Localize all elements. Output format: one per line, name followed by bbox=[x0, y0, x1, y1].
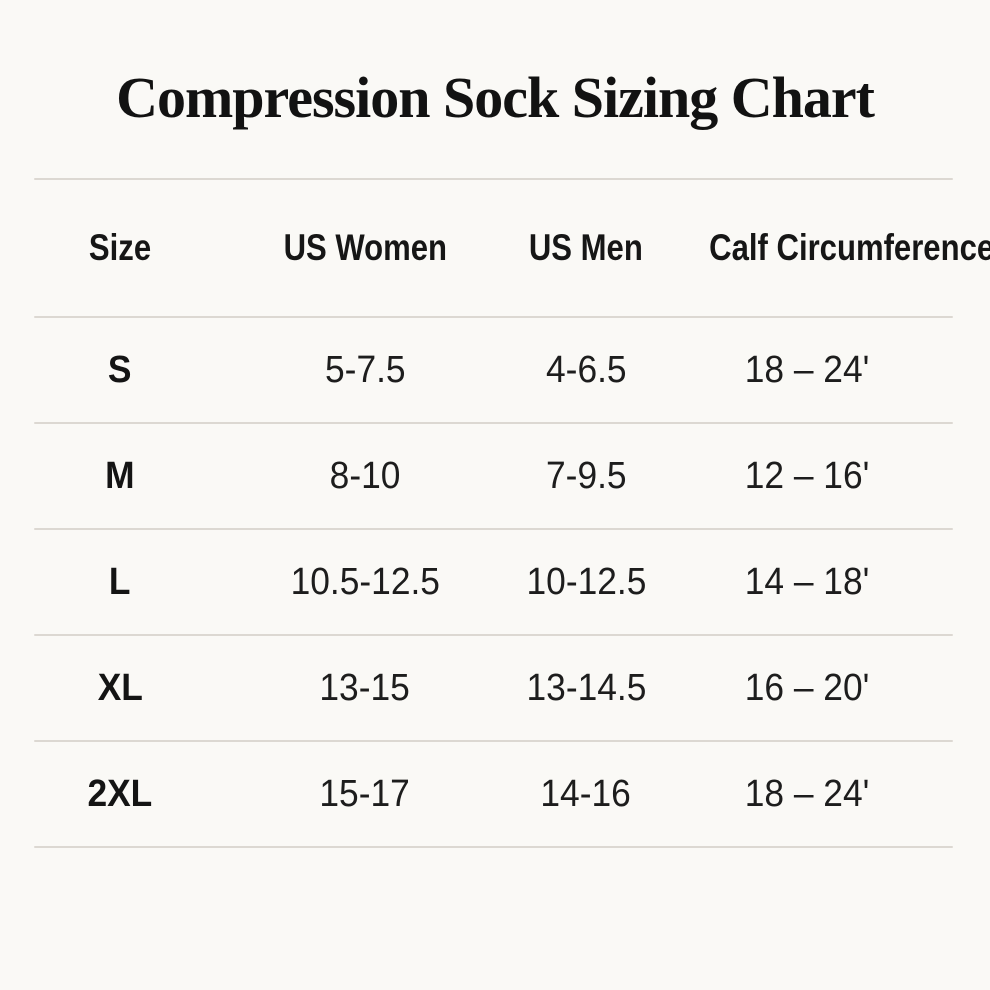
header-row: Size US Women US Men Calf Circumference bbox=[0, 180, 990, 316]
table-row-s: S 5-7.5 4-6.5 18 – 24' bbox=[0, 318, 932, 422]
table-row-2xl: 2XL 15-17 14-16 18 – 24' bbox=[0, 742, 932, 846]
calf-value: 18 – 24' bbox=[744, 772, 870, 815]
col-header-us-men: US Men bbox=[490, 227, 682, 269]
cell-us-women: 13-15 bbox=[240, 667, 490, 710]
table-row-m: M 8-10 7-9.5 12 – 16' bbox=[0, 424, 932, 528]
cell-us-men: 4-6.5 bbox=[490, 349, 682, 392]
cell-calf-circumference: 18 – 24' bbox=[682, 349, 932, 392]
cell-size: M bbox=[0, 455, 240, 498]
calf-value: 16 – 20' bbox=[744, 666, 870, 709]
col-header-size-label: Size bbox=[88, 227, 152, 268]
page-title: Compression Sock Sizing Chart bbox=[116, 64, 875, 130]
cell-us-men: 14-16 bbox=[490, 773, 682, 816]
cell-us-men: 7-9.5 bbox=[490, 455, 682, 498]
table-row-xl: XL 13-15 13-14.5 16 – 20' bbox=[0, 636, 932, 740]
us-men-value: 14-16 bbox=[540, 772, 632, 815]
col-header-us-women-label: US Women bbox=[283, 227, 447, 268]
calf-value: 18 – 24' bbox=[744, 348, 870, 391]
title-band: Compression Sock Sizing Chart bbox=[0, 0, 990, 178]
cell-us-women: 8-10 bbox=[240, 455, 490, 498]
size-value: 2XL bbox=[87, 772, 153, 815]
calf-value: 14 – 18' bbox=[744, 560, 870, 603]
cell-size: 2XL bbox=[0, 773, 240, 816]
col-header-calf-circumference-label: Calf Circumference bbox=[709, 227, 990, 268]
us-men-value: 10-12.5 bbox=[526, 560, 646, 603]
divider bbox=[34, 422, 953, 424]
us-men-value: 13-14.5 bbox=[526, 666, 646, 709]
us-women-value: 10.5-12.5 bbox=[290, 560, 440, 603]
divider bbox=[34, 528, 953, 530]
divider bbox=[34, 634, 953, 636]
us-men-value: 7-9.5 bbox=[545, 454, 627, 497]
size-value: XL bbox=[97, 666, 143, 709]
size-value: M bbox=[105, 454, 135, 497]
us-women-value: 8-10 bbox=[329, 454, 401, 497]
divider bbox=[34, 178, 953, 180]
col-header-us-women: US Women bbox=[240, 227, 490, 269]
us-men-value: 4-6.5 bbox=[545, 348, 627, 391]
us-women-value: 13-15 bbox=[319, 666, 411, 709]
divider bbox=[34, 846, 953, 848]
cell-calf-circumference: 12 – 16' bbox=[682, 455, 932, 498]
cell-size: S bbox=[0, 349, 240, 392]
cell-calf-circumference: 16 – 20' bbox=[682, 667, 932, 710]
us-women-value: 5-7.5 bbox=[324, 348, 406, 391]
cell-us-women: 15-17 bbox=[240, 773, 490, 816]
size-value: L bbox=[109, 560, 131, 603]
cell-us-men: 10-12.5 bbox=[490, 561, 682, 604]
divider bbox=[34, 740, 953, 742]
cell-calf-circumference: 14 – 18' bbox=[682, 561, 932, 604]
divider bbox=[34, 316, 953, 318]
cell-size: XL bbox=[0, 667, 240, 710]
cell-us-men: 13-14.5 bbox=[490, 667, 682, 710]
calf-value: 12 – 16' bbox=[744, 454, 870, 497]
cell-size: L bbox=[0, 561, 240, 604]
cell-us-women: 10.5-12.5 bbox=[240, 561, 490, 604]
cell-us-women: 5-7.5 bbox=[240, 349, 490, 392]
col-header-us-men-label: US Men bbox=[529, 227, 643, 268]
cell-calf-circumference: 18 – 24' bbox=[682, 773, 932, 816]
us-women-value: 15-17 bbox=[319, 772, 411, 815]
size-value: S bbox=[108, 348, 132, 391]
table-row-l: L 10.5-12.5 10-12.5 14 – 18' bbox=[0, 530, 932, 634]
col-header-calf-circumference: Calf Circumference bbox=[682, 227, 990, 269]
col-header-size: Size bbox=[0, 227, 240, 269]
